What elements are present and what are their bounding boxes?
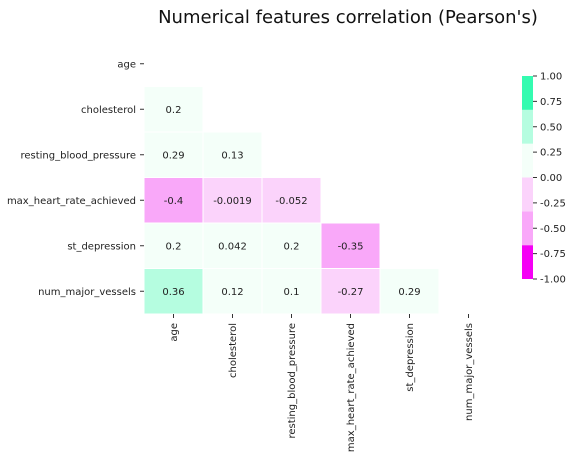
cell-value-label: 0.2 — [166, 105, 182, 116]
y-tick-label: num_major_vessels — [38, 287, 136, 298]
colorbar-segment — [522, 143, 533, 178]
colorbar-tick-label: -0.25 — [540, 198, 566, 209]
colorbar-tick-label: -0.75 — [540, 249, 566, 260]
y-tick-label: resting_blood_pressure — [20, 150, 136, 161]
heatmap-cell — [202, 222, 263, 269]
cell-value-label: -0.27 — [338, 287, 364, 298]
colorbar-tick-label: 1.00 — [540, 72, 562, 83]
heatmap-cell — [320, 268, 381, 315]
heatmap-cell — [261, 177, 322, 224]
x-tick-label: max_heart_rate_achieved — [346, 323, 357, 452]
colorbar-tick-label: -1.00 — [540, 275, 566, 286]
cell-value-label: 0.29 — [162, 150, 184, 161]
colorbar-segment — [522, 76, 533, 110]
colorbar-segment — [522, 109, 533, 144]
cell-value-label: 0.36 — [162, 287, 184, 298]
cell-value-label: -0.4 — [164, 196, 184, 207]
colorbar-tick-label: 0.50 — [540, 122, 562, 133]
heatmap-cell — [143, 131, 204, 178]
chart-title: Numerical features correlation (Pearson'… — [158, 7, 538, 28]
heatmap-cell — [143, 86, 204, 133]
y-tick-label: st_depression — [67, 241, 136, 252]
x-tick-label: resting_blood_pressure — [287, 323, 298, 439]
y-tick-label: age — [117, 59, 136, 70]
colorbar-segment — [522, 177, 533, 212]
y-tick-label: cholesterol — [81, 105, 136, 116]
cell-value-label: 0.2 — [284, 241, 300, 252]
colorbar-tick-label: 0.00 — [540, 173, 562, 184]
colorbar: 1.00 0.75 0.50 0.25 0.00 -0.25 -0.50 -0.75 -1.00 — [522, 72, 566, 286]
cell-value-label: 0.042 — [218, 241, 247, 252]
cell-value-label: -0.35 — [338, 241, 364, 252]
colorbar-tick-label: -0.50 — [540, 224, 566, 235]
colorbar-segment — [522, 245, 533, 279]
colorbar-tick-label: 0.25 — [540, 148, 562, 159]
cell-value-label: 0.29 — [398, 287, 420, 298]
heatmap-cell — [320, 222, 381, 269]
cell-value-label: 0.2 — [166, 241, 182, 252]
cell-value-label: -0.0019 — [213, 196, 252, 207]
x-tick-label: st_depression — [405, 323, 416, 392]
cell-value-label: -0.052 — [275, 196, 307, 207]
colorbar-segment — [522, 211, 533, 246]
cell-value-label: 0.13 — [221, 150, 243, 161]
x-axis-ticks: age cholesterol resting_blood_pressure max_… — [169, 314, 475, 452]
heatmap-cell — [202, 131, 263, 178]
heatmap-cells: 0.2 0.29 0.13 -0.4 -0.0019 -0.052 0.2 0.042 0.2 -… — [143, 86, 440, 315]
heatmap-cell — [202, 268, 263, 315]
cell-value-label: 0.12 — [221, 287, 243, 298]
x-tick-label: cholesterol — [228, 323, 239, 378]
y-tick-label: max_heart_rate_achieved — [7, 196, 136, 207]
cell-value-label: 0.1 — [284, 287, 300, 298]
x-tick-label: num_major_vessels — [464, 323, 475, 421]
x-tick-label: age — [169, 323, 180, 342]
y-axis-ticks: age cholesterol resting_blood_pressure max_… — [7, 59, 144, 298]
colorbar-tick-label: 0.75 — [540, 97, 562, 108]
